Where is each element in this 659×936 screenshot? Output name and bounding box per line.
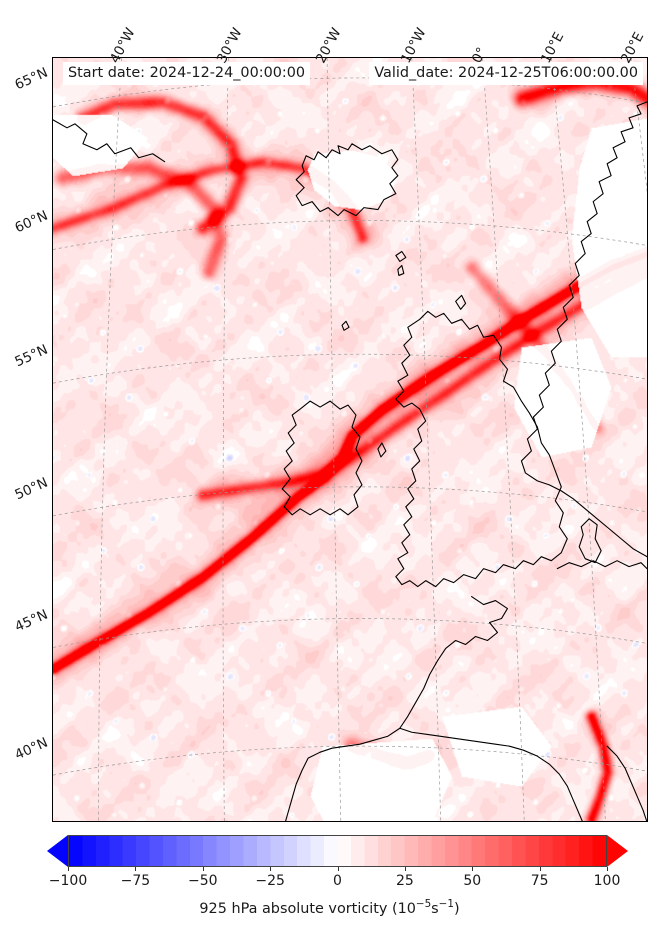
colorbar-tick-6 <box>472 867 474 871</box>
colorbar-tick-label-8: 100 <box>593 873 621 889</box>
coastline-segment-14 <box>606 745 647 821</box>
coastline-segment-2 <box>395 250 407 263</box>
coastline-segment-7 <box>377 442 387 458</box>
coastline-segment-3 <box>397 264 405 276</box>
coastline-segment-1 <box>295 143 399 217</box>
colorbar-tick-label-4: 0 <box>333 873 342 889</box>
coastlines <box>53 101 647 821</box>
coastline-segment-11 <box>319 596 509 753</box>
colorbar-tick-2 <box>202 867 204 871</box>
lat-tick-0: 65°N <box>12 64 51 94</box>
coastline-segment-8 <box>520 101 647 558</box>
lat-tick-4: 45°N <box>12 606 51 636</box>
colorbar-label-text: 925 hPa absolute vorticity (10−5s−1) <box>199 898 460 917</box>
colorbar-tick-7 <box>539 867 541 871</box>
coastline-segment-10 <box>556 560 647 570</box>
colorbar-tick-label-7: 75 <box>530 873 549 889</box>
colorbar-tick-0 <box>68 867 69 871</box>
colorbar-tick-1 <box>135 867 137 871</box>
colorbar-tick-4 <box>337 867 339 871</box>
colorbar-extend-max-arrow <box>607 835 628 867</box>
colorbar-extend-min-arrow <box>47 835 68 867</box>
lat-tick-2: 55°N <box>12 341 51 371</box>
colorbar-axis-label: 925 hPa absolute vorticity (10−5s−1) <box>0 898 659 917</box>
lat-tick-3: 50°N <box>12 474 51 504</box>
colorbar-gradient <box>68 835 607 867</box>
coastline-segment-9 <box>578 518 602 564</box>
coastline-segment-0 <box>53 119 166 163</box>
colorbar-tick-3 <box>270 867 272 871</box>
lat-tick-1: 60°N <box>12 207 51 237</box>
valid-date-label: Valid_date: 2024-12-25T06:00:00.00 <box>369 62 643 85</box>
colorbar-tick-label-5: 25 <box>395 873 414 889</box>
map-plot-area[interactable]: Start date: 2024-12-24_00:00:00 Valid_da… <box>52 57 648 822</box>
lat-tick-5: 40°N <box>12 734 51 764</box>
coastline-segment-6 <box>281 400 363 516</box>
colorbar-tick-label-1: −75 <box>120 873 151 889</box>
colorbar-tick-8 <box>607 867 608 871</box>
graticule-gridlines <box>53 58 647 821</box>
coastline-segment-13 <box>399 727 583 821</box>
start-date-label: Start date: 2024-12-24_00:00:00 <box>63 62 311 85</box>
colorbar-tick-label-6: 50 <box>463 873 482 889</box>
vorticity-field <box>53 58 647 821</box>
colorbar-tick-label-2: −50 <box>187 873 218 889</box>
colorbar-tick-label-3: −25 <box>255 873 285 889</box>
colorbar-tick-5 <box>404 867 406 871</box>
coastline-segment-18 <box>341 320 350 331</box>
colorbar-tick-label-0: −100 <box>48 873 88 889</box>
coastline-segment-5 <box>395 310 568 588</box>
coastline-segment-12 <box>285 751 321 821</box>
colorbar[interactable]: −100 −75 −50 −25 0 25 50 75 100 <box>47 835 628 889</box>
coastline-segment-4 <box>455 294 467 310</box>
